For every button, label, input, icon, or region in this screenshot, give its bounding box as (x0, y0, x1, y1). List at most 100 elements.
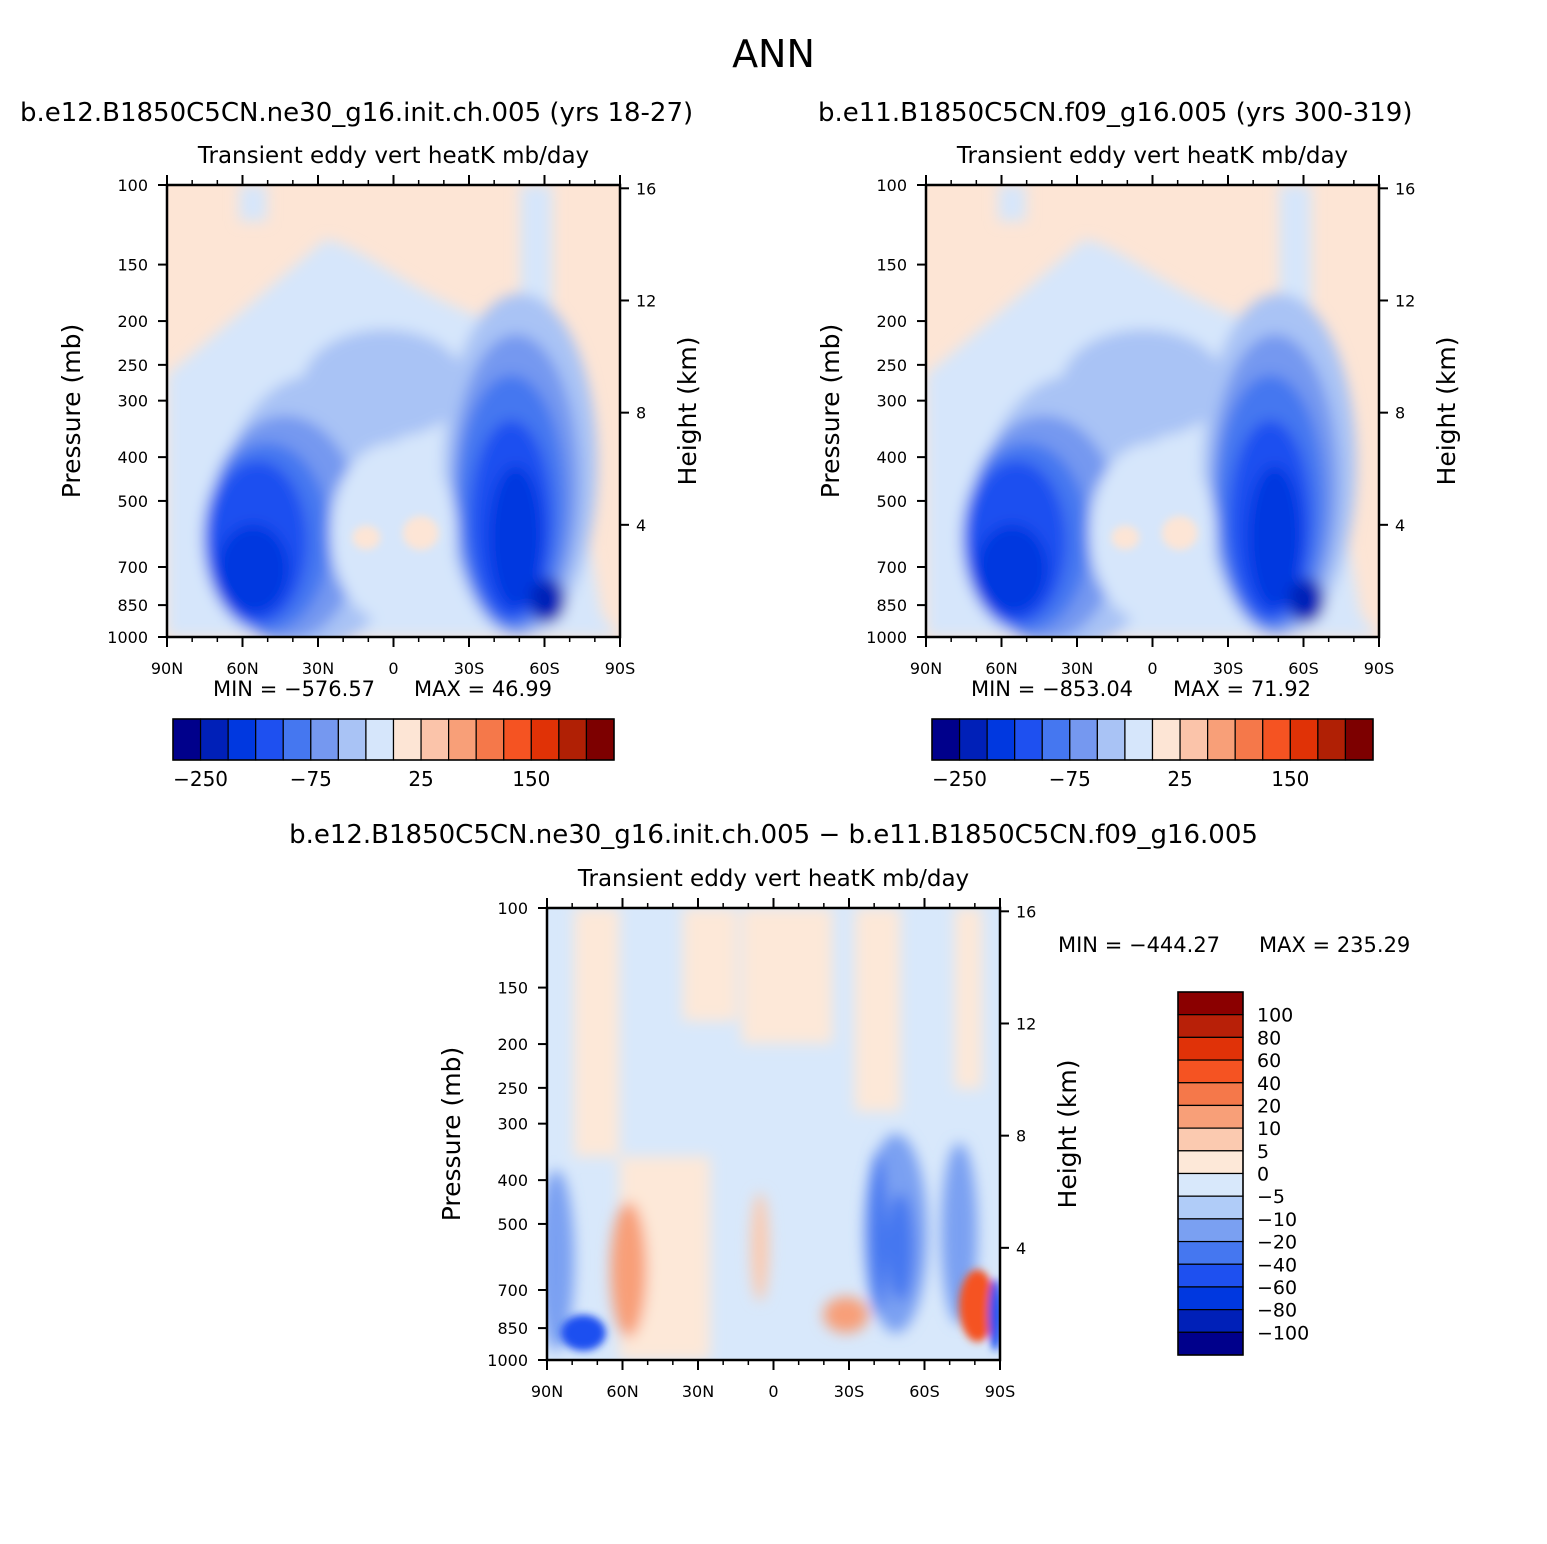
field-band (954, 908, 982, 1089)
y-tick-label: 200 (876, 312, 907, 331)
y-tick-label: 500 (117, 492, 148, 511)
colorbar-label: −250 (932, 767, 987, 791)
colorbar-box (558, 718, 588, 761)
colorbar-label: −75 (1049, 767, 1091, 791)
y-right-tick-label: 4 (1395, 516, 1405, 535)
colorbar-box (420, 718, 450, 761)
field-cell (529, 578, 566, 624)
panel-3-min: MIN = −444.27 (1058, 933, 1221, 957)
colorbar-box (310, 718, 339, 761)
panel-3-title: b.e12.B1850C5CN.ne30_g16.init.ch.005 − b… (289, 820, 1258, 850)
field-cell (975, 524, 1049, 615)
colorbar-box (1177, 1059, 1244, 1084)
field-blob (988, 1278, 1000, 1351)
field-cell (1061, 329, 1225, 439)
y-tick-label: 1000 (866, 628, 907, 647)
colorbar-frame (172, 718, 615, 761)
colorbar-label: 40 (1257, 1073, 1281, 1095)
page-title: ANN (732, 32, 815, 76)
colorbar-label: −10 (1257, 1209, 1297, 1231)
panel-1-title: b.e12.B1850C5CN.ne30_g16.init.ch.005 (yr… (20, 98, 694, 128)
y-right-tick-label: 4 (1016, 1239, 1026, 1258)
panel-1-max: MAX = 46.99 (414, 677, 552, 701)
y-tick-label: 200 (117, 312, 148, 331)
y-right-tick-label: 16 (636, 179, 656, 198)
y-right-tick-label: 8 (636, 404, 646, 423)
x-tick-label: 90S (605, 659, 636, 678)
colorbar-box (1177, 1218, 1244, 1243)
panel-3-field (547, 908, 1000, 1360)
y-right-tick-label: 8 (1395, 404, 1405, 423)
field-band (574, 908, 620, 1157)
panel-1-subtitle: Transient eddy vert heatK mb/day (197, 143, 590, 169)
y-tick-label: 1000 (487, 1351, 528, 1370)
x-tick-label: 0 (1147, 659, 1157, 678)
colorbar-box (958, 718, 988, 761)
y-tick-label: 100 (497, 899, 528, 918)
colorbar-box (1177, 991, 1244, 1016)
colorbar-box (1177, 1014, 1244, 1038)
field-blob (352, 525, 381, 550)
colorbar-label: 150 (512, 767, 550, 791)
y-tick-label: 700 (876, 558, 907, 577)
colorbar-box (1177, 1150, 1244, 1175)
colorbar-box (227, 718, 257, 761)
colorbar-box (1151, 718, 1181, 761)
field-cell (610, 1201, 647, 1338)
panel-3-subtitle: Transient eddy vert heatK mb/day (577, 866, 970, 892)
field-band (855, 908, 901, 1112)
y-tick-label: 850 (497, 1319, 528, 1338)
colorbar-label: −60 (1257, 1277, 1297, 1299)
colorbar-box (1124, 718, 1154, 761)
field-blob (402, 516, 439, 551)
x-tick-label: 30S (1213, 659, 1244, 678)
colorbar-label: −20 (1257, 1232, 1297, 1254)
field-band (239, 185, 267, 222)
colorbar-box (1177, 1286, 1244, 1311)
colorbar-box (1041, 718, 1071, 761)
y-tick-label: 150 (876, 256, 907, 275)
field-blob (1111, 525, 1140, 550)
x-tick-label: 0 (388, 659, 398, 678)
field-cell (886, 1192, 914, 1302)
colorbar-box (448, 718, 477, 761)
y-tick-label: 250 (876, 356, 907, 375)
y-tick-label: 700 (497, 1281, 528, 1300)
field-cell (216, 524, 290, 615)
colorbar-box (1344, 718, 1374, 761)
y-tick-label: 700 (117, 558, 148, 577)
colorbar-label: 20 (1257, 1095, 1281, 1117)
y-right-tick-label: 16 (1395, 179, 1415, 198)
colorbar-box (1317, 718, 1347, 761)
y-right-tick-label: 4 (636, 516, 646, 535)
x-tick-label: 90N (910, 659, 942, 678)
y-axis-label: Pressure (mb) (57, 324, 86, 498)
panel-2-title: b.e11.B1850C5CN.f09_g16.005 (yrs 300-319… (818, 98, 1413, 128)
y-axis-label-right: Height (km) (673, 337, 702, 486)
panel-3-max: MAX = 235.29 (1259, 933, 1411, 957)
colorbar-box (1177, 1195, 1244, 1220)
x-tick-label: 60S (1288, 659, 1319, 678)
field-cell (750, 1192, 769, 1302)
x-tick-label: 30N (1061, 659, 1093, 678)
colorbar-label: 25 (408, 767, 433, 791)
y-right-tick-label: 16 (1016, 902, 1036, 921)
panel-1-min: MIN = −576.57 (213, 677, 376, 701)
x-tick-label: 60N (985, 659, 1017, 678)
field-cell (1288, 578, 1325, 624)
colorbar-box (475, 718, 505, 761)
panel-2-field (926, 185, 1379, 637)
field-blob (560, 1314, 606, 1351)
field-blob (1161, 516, 1198, 551)
y-axis-label: Pressure (mb) (816, 324, 845, 498)
field-blobs (1111, 516, 1198, 551)
panel-2-subtitle: Transient eddy vert heatK mb/day (956, 143, 1349, 169)
y-tick-label: 300 (117, 392, 148, 411)
colorbar-box (1207, 718, 1236, 761)
y-axis-label-right: Height (km) (1432, 337, 1461, 486)
colorbar-label: −40 (1257, 1254, 1297, 1276)
colorbar-box (337, 718, 367, 761)
x-tick-label: 30N (302, 659, 334, 678)
y-tick-label: 500 (497, 1215, 528, 1234)
